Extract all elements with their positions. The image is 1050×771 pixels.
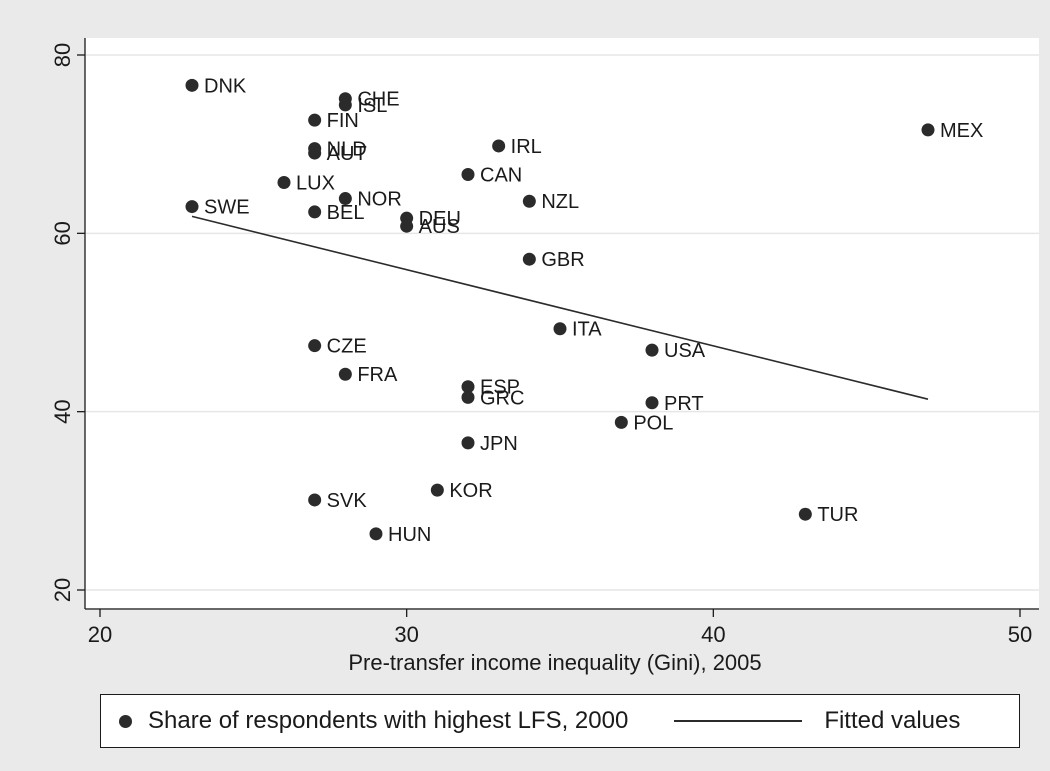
y-tick-label: 80 [50,43,75,67]
x-tick-label: 20 [88,622,112,647]
y-tick-label: 60 [50,221,75,245]
point-label: USA [664,340,706,362]
point-label: DEU [419,208,461,230]
scatter-point [185,78,199,92]
legend-label-scatter: Share of respondents with highest LFS, 2… [148,707,629,734]
scatter-point [338,367,352,381]
point-label: FRA [357,364,398,386]
scatter-point [461,380,475,394]
x-tick-label: 40 [701,622,725,647]
point-label: FIN [327,110,359,132]
scatter-point [798,507,812,521]
scatter-point [369,527,383,541]
scatter-point [308,113,322,127]
scatter-point [430,483,444,497]
point-label: TUR [817,504,858,526]
point-label: AUS [419,216,460,238]
y-tick-label: 40 [50,399,75,423]
point-label: CZE [327,336,367,358]
grid-lines [86,54,1039,591]
x-axis-title: Pre-transfer income inequality (Gini), 2… [348,650,761,675]
scatter-point [645,396,659,410]
point-label: NOR [357,189,401,211]
point-label: BEL [327,202,365,224]
point-label: POL [633,412,673,434]
point-label: MEX [940,120,983,142]
point-label: SWE [204,197,250,219]
x-tick-label: 50 [1008,622,1032,647]
scatter-point [277,176,291,190]
y-tick-label: 20 [50,578,75,602]
legend-label-fitted: Fitted values [824,707,961,734]
point-label: ESP [480,377,520,399]
scatter-point [308,146,322,160]
fitted-line [191,215,929,400]
scatter-point [185,200,199,214]
point-label: SVK [327,490,368,512]
scatter-point [461,390,475,404]
point-label: DNK [204,75,247,97]
point-label: ITA [572,319,602,341]
scatter-point [522,252,536,266]
point-label: AUT [327,143,367,165]
x-tick-label: 30 [394,622,418,647]
scatter-point [308,493,322,507]
scatter-point [338,192,352,206]
point-label: NLD [327,139,367,161]
scatter-point [461,436,475,450]
scatter-point [338,98,352,112]
legend-item-fitted: Fitted values [628,707,960,735]
fitted-line-layer [191,215,929,400]
scatter-point [308,339,322,353]
point-label: IRL [511,136,542,158]
point-label: HUN [388,524,431,546]
point-label: PRT [664,393,704,415]
axis-ticks: 20 40 60 80 20 30 40 50 [50,43,1032,647]
legend-marker-line-icon [674,720,803,722]
scatter-point [461,167,475,181]
point-label: GRC [480,387,524,409]
scatter-point [614,415,628,429]
scatter-point [921,123,935,137]
legend-marker-dot-icon [119,714,132,728]
legend: Share of respondents with highest LFS, 2… [100,694,1020,748]
legend-item-scatter: Share of respondents with highest LFS, 2… [101,707,628,735]
scatter-point [522,194,536,208]
point-label: CAN [480,164,522,186]
scatter-point [645,343,659,357]
point-label: KOR [449,480,492,502]
scatter-point [308,205,322,219]
scatter-point [492,139,506,153]
point-label: CHE [357,89,399,111]
scatter-point [553,322,567,336]
point-label: JPN [480,433,518,455]
point-label: LUX [296,173,335,195]
point-label: GBR [541,249,584,271]
point-label: ISL [357,95,387,117]
scatter-point [400,219,414,233]
point-label: NZL [541,191,579,213]
